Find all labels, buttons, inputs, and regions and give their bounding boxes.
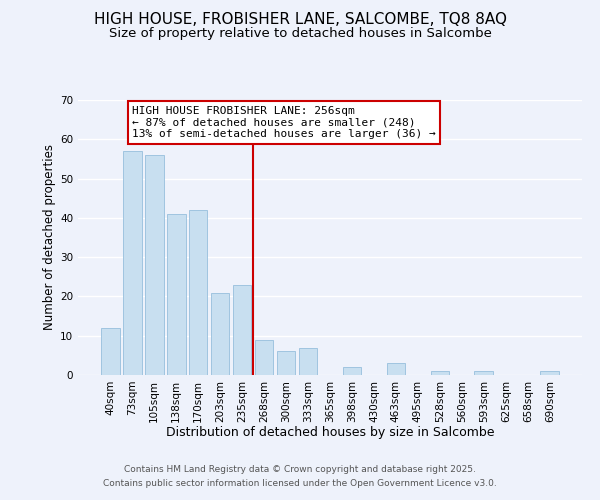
X-axis label: Distribution of detached houses by size in Salcombe: Distribution of detached houses by size … [166,426,494,439]
Bar [343,367,361,375]
Text: Size of property relative to detached houses in Salcombe: Size of property relative to detached ho… [109,28,491,40]
Bar [211,292,229,375]
Bar [386,363,405,375]
Bar [101,328,119,375]
Bar [123,151,142,375]
Bar [299,348,317,375]
Bar [475,371,493,375]
Bar [233,284,251,375]
Text: Contains HM Land Registry data © Crown copyright and database right 2025.
Contai: Contains HM Land Registry data © Crown c… [103,466,497,487]
Bar [145,155,164,375]
Bar [167,214,185,375]
Y-axis label: Number of detached properties: Number of detached properties [43,144,56,330]
Text: HIGH HOUSE, FROBISHER LANE, SALCOMBE, TQ8 8AQ: HIGH HOUSE, FROBISHER LANE, SALCOMBE, TQ… [94,12,506,28]
Bar [255,340,274,375]
Bar [431,371,449,375]
Bar [541,371,559,375]
Bar [277,352,295,375]
Bar [189,210,208,375]
Text: HIGH HOUSE FROBISHER LANE: 256sqm
← 87% of detached houses are smaller (248)
13%: HIGH HOUSE FROBISHER LANE: 256sqm ← 87% … [132,106,436,139]
